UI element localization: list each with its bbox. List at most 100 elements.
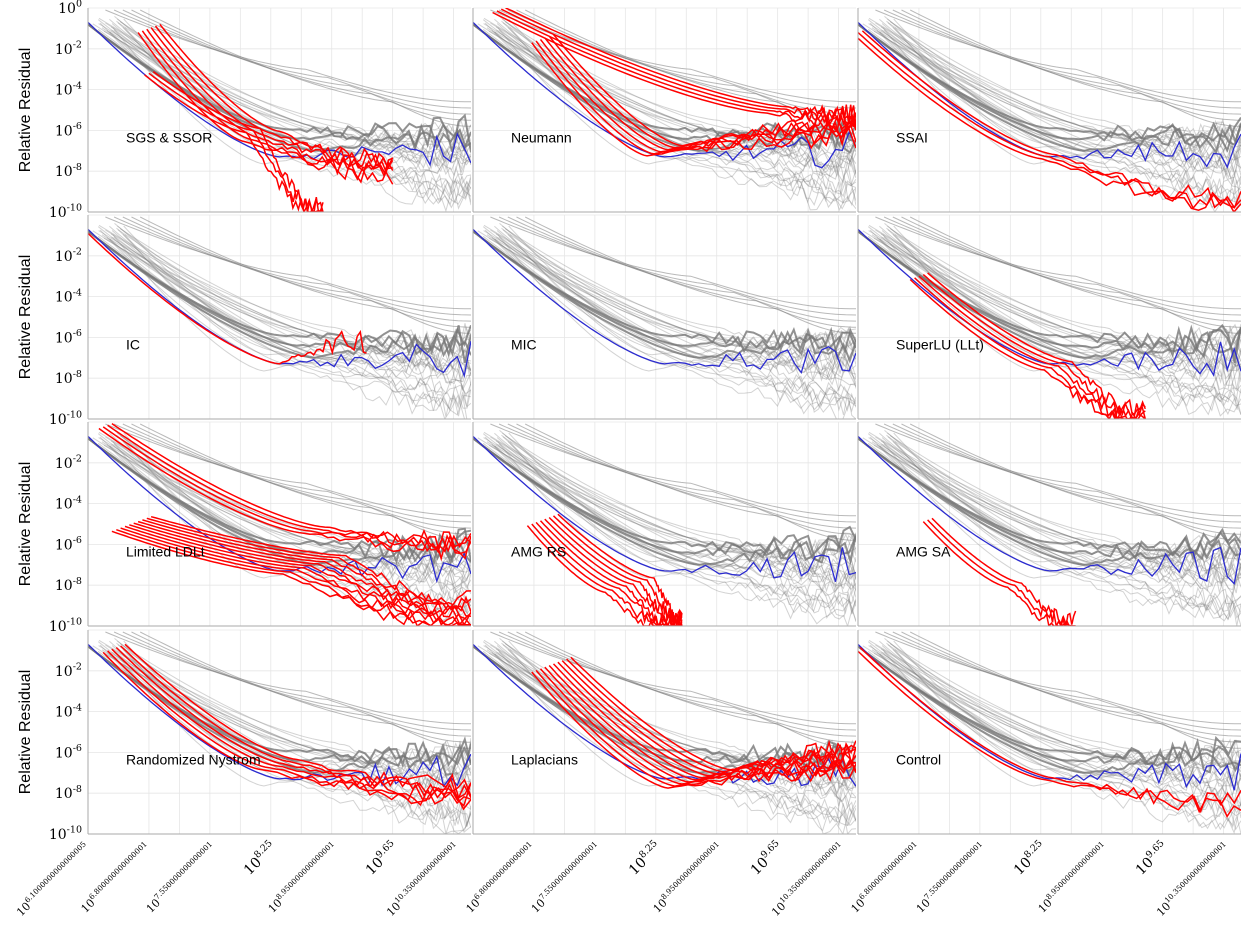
background-series-line <box>862 23 1241 166</box>
background-series-line <box>886 20 1241 186</box>
background-series-line <box>131 423 471 535</box>
background-series-line <box>113 423 471 523</box>
highlight-series-line <box>154 25 394 178</box>
highlight-series-line <box>531 671 856 789</box>
background-series-line <box>871 234 1241 415</box>
background-series-line <box>499 16 856 175</box>
background-series-line <box>491 443 856 594</box>
background-series-line <box>92 230 471 371</box>
x-tick-label: 108.25 <box>239 838 280 879</box>
panel-9: Randomized Nystrom 10-2 10-4 10-6 10-8 10-10 R… <box>14 629 471 919</box>
y-tick-label: 10-8 <box>55 576 82 594</box>
background-series-line <box>892 9 1241 115</box>
background-series-line <box>499 223 856 381</box>
background-series-line <box>507 233 856 419</box>
background-series-line <box>139 423 471 541</box>
background-series-line <box>886 434 1241 605</box>
y-tick-label: 10-10 <box>49 825 82 843</box>
background-series-line <box>98 23 471 205</box>
y-tick-label: 10-6 <box>55 121 82 139</box>
background-series-line <box>502 229 856 379</box>
background-series-line <box>498 423 856 523</box>
highlight-series-line <box>496 10 856 131</box>
background-series-line <box>113 651 471 782</box>
background-series-line <box>490 229 856 355</box>
highlight-series-line <box>914 277 1146 419</box>
y-axis-label: Relative Residual <box>17 670 34 795</box>
y-tick-label: 10-2 <box>55 454 82 472</box>
panel-label: SuperLU (LLt) <box>896 337 984 353</box>
background-series-line <box>483 639 856 783</box>
background-series-line <box>502 436 856 583</box>
background-series-line <box>139 631 471 749</box>
background-series-line <box>886 18 1241 202</box>
background-series-line <box>880 648 1241 800</box>
background-series-line <box>883 29 1241 162</box>
background-series-line <box>111 443 471 568</box>
background-series-line <box>501 640 856 822</box>
background-series-line <box>101 27 471 212</box>
background-series-line <box>122 423 471 529</box>
x-tick-label: 106.800000000000001 <box>77 840 153 916</box>
x-tick-label: 108.950000000000001 <box>649 840 725 916</box>
panel-label: MIC <box>511 337 537 353</box>
y-tick-label: 10-4 <box>55 494 82 512</box>
y-axis-label: Relative Residual <box>17 255 34 380</box>
background-series-line <box>909 631 1241 749</box>
background-series-line <box>893 18 1241 168</box>
panel-4: MIC <box>472 214 856 420</box>
panel-label: SSAI <box>896 130 928 146</box>
y-tick-label: 10-8 <box>55 369 82 387</box>
background-series-line <box>88 437 471 566</box>
background-series-line <box>504 643 856 810</box>
background-series-line <box>123 225 471 373</box>
background-series-line <box>119 228 471 391</box>
highlight-series-line <box>535 669 856 787</box>
background-series-line <box>509 441 856 563</box>
background-series-line <box>109 640 471 829</box>
highlight-series-line <box>931 517 1077 626</box>
background-series-line <box>494 432 856 615</box>
highlight-series-line <box>557 513 683 626</box>
background-series-line <box>116 18 471 197</box>
background-series-line <box>884 430 1241 587</box>
y-tick-label: 100 <box>58 0 82 17</box>
background-series-line <box>501 432 856 617</box>
background-series-line <box>516 423 856 535</box>
y-tick-label: 10-2 <box>55 40 82 58</box>
highlight-series-line <box>137 520 471 618</box>
background-series-line <box>868 431 1241 573</box>
y-tick-label: 10-10 <box>49 617 82 635</box>
background-series-line <box>98 230 471 412</box>
background-series-line <box>862 645 1241 782</box>
background-series-line <box>876 651 1241 807</box>
reference-series-line <box>473 643 856 787</box>
background-series-line <box>114 223 471 376</box>
highlight-series-line <box>859 646 1241 814</box>
y-tick-label: 10-8 <box>55 784 82 802</box>
y-tick-label: 10-6 <box>55 743 82 761</box>
grid <box>858 629 1241 835</box>
highlight-series-line <box>148 72 324 212</box>
background-series-line <box>879 18 1241 203</box>
highlight-series-line <box>927 272 1146 416</box>
background-series-line <box>880 26 1241 176</box>
background-series-line <box>889 643 1241 809</box>
background-series-line <box>879 640 1241 831</box>
background-series-line <box>473 645 856 774</box>
x-tick-label: 106.800000000000001 <box>462 840 538 916</box>
background-series-line <box>868 23 1241 205</box>
background-series-line <box>103 652 471 796</box>
background-series-line <box>124 27 471 153</box>
background-series-line <box>876 236 1241 388</box>
background-series-line <box>887 644 1241 786</box>
background-series-line <box>875 216 1241 310</box>
highlight-series-line <box>552 515 683 626</box>
background-series-line <box>882 441 1241 579</box>
background-series-line <box>98 437 471 617</box>
background-series-line <box>858 23 1241 152</box>
background-series-line <box>883 9 1241 109</box>
background-series-line <box>884 223 1241 380</box>
background-series-line <box>116 432 471 615</box>
